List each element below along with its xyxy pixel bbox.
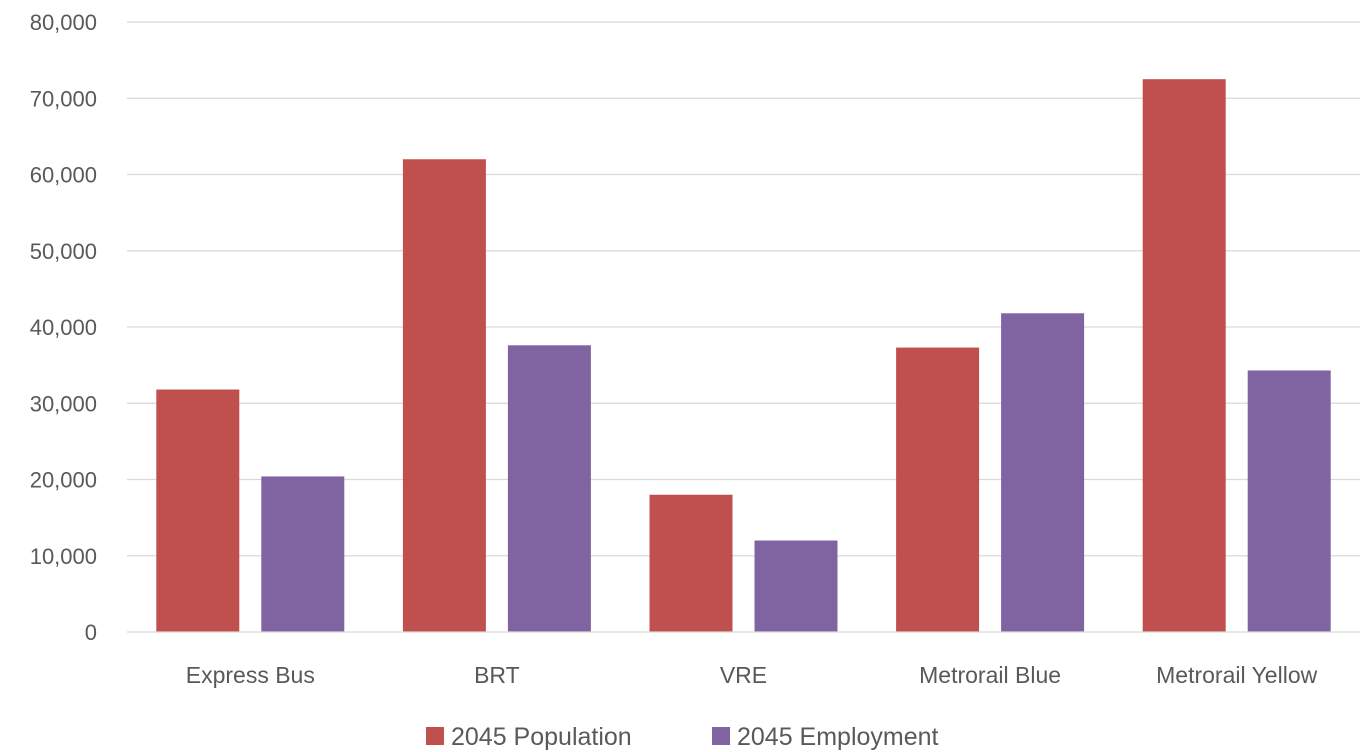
x-category-label: Express Bus — [186, 662, 315, 688]
bar-2045-population-express-bus — [156, 389, 240, 632]
bar-2045-population-vre — [649, 494, 733, 632]
x-category-label: Metrorail Yellow — [1156, 662, 1317, 688]
bars — [156, 79, 1331, 632]
legend-swatch — [426, 727, 444, 745]
legend: 2045 Population 2045 Employment — [426, 723, 939, 751]
bar-2045-employment-brt — [507, 345, 591, 632]
bar-2045-employment-metrorail-yellow — [1247, 370, 1331, 632]
y-tick-label: 10,000 — [30, 544, 97, 569]
bar-2045-employment-express-bus — [261, 476, 345, 632]
y-tick-label: 0 — [85, 620, 97, 645]
bar-2045-population-brt — [402, 159, 486, 632]
y-tick-label: 70,000 — [30, 86, 97, 111]
x-category-label: Metrorail Blue — [919, 662, 1061, 688]
y-tick-label: 50,000 — [30, 239, 97, 264]
bar-2045-employment-vre — [754, 540, 838, 632]
y-tick-label: 60,000 — [30, 163, 97, 188]
bar-2045-employment-metrorail-blue — [1001, 313, 1085, 632]
bar-2045-population-metrorail-yellow — [1142, 79, 1226, 632]
bar-2045-population-metrorail-blue — [896, 347, 980, 632]
y-axis-tick-labels: 0 10,000 20,000 30,000 40,000 50,000 60,000 70,… — [30, 10, 97, 645]
legend-label: 2045 Employment — [737, 723, 939, 751]
x-category-label: BRT — [474, 662, 520, 688]
y-tick-label: 40,000 — [30, 315, 97, 340]
legend-swatch — [712, 727, 730, 745]
x-category-label: VRE — [720, 662, 767, 688]
y-tick-label: 30,000 — [30, 391, 97, 416]
y-tick-label: 80,000 — [30, 10, 97, 35]
x-axis-category-labels: Express Bus BRT VRE Metrorail Blue Metrorail… — [186, 662, 1318, 688]
legend-label: 2045 Population — [451, 723, 632, 751]
y-tick-label: 20,000 — [30, 468, 97, 493]
